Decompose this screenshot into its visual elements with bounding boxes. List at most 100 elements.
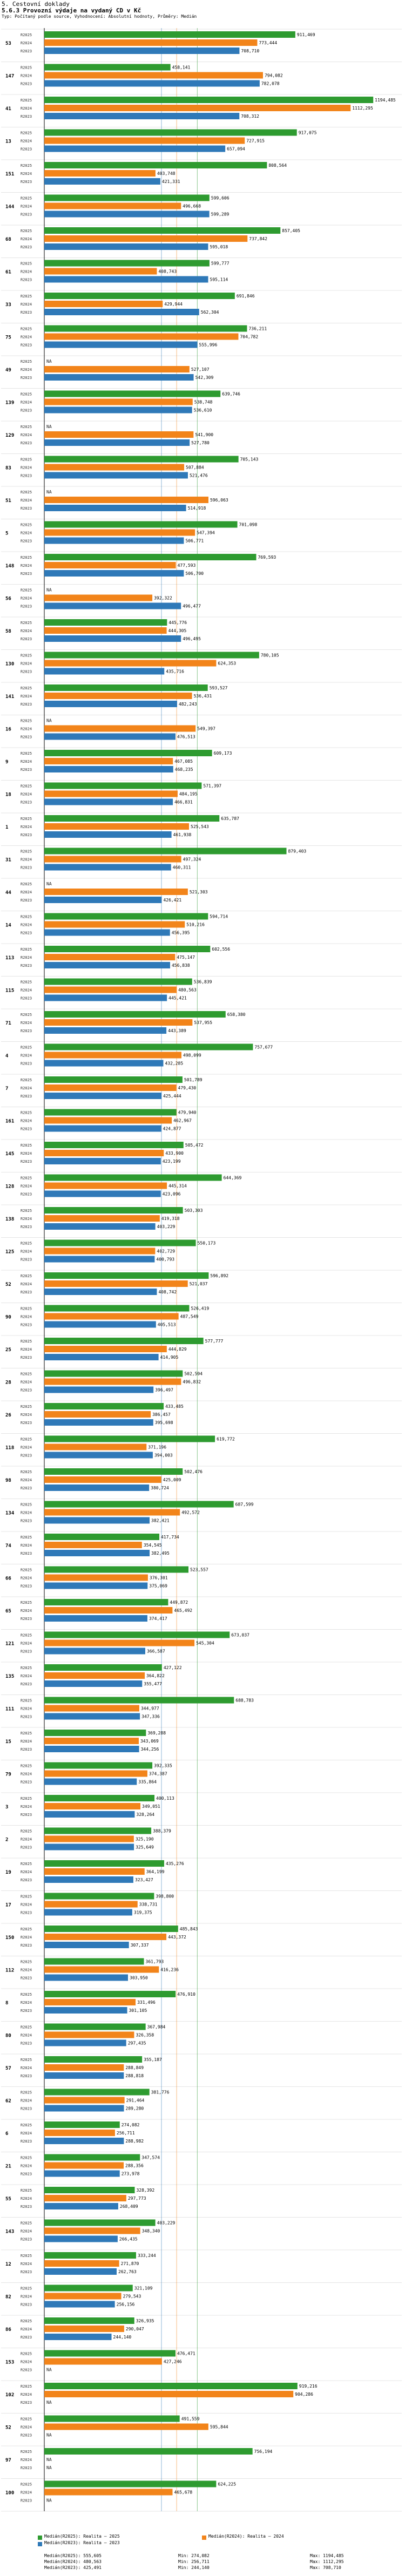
series-label: R2024 — [21, 596, 32, 601]
bar-r2025 — [44, 1664, 162, 1671]
bar-r2023 — [44, 178, 160, 185]
series-label: R2025 — [21, 1797, 32, 1801]
group-label: 2 — [5, 1838, 8, 1843]
bar-r2024 — [44, 2293, 122, 2300]
series-label: R2024 — [21, 106, 32, 111]
value-label: 408,742 — [158, 1290, 177, 1294]
value-label: 445,314 — [168, 1184, 187, 1189]
series-label: R2023 — [21, 376, 32, 380]
value-label: 433,485 — [165, 1404, 184, 1409]
bar-r2023 — [44, 602, 181, 609]
bar-r2025 — [44, 652, 259, 659]
bar-r2025 — [44, 1501, 234, 1508]
group-label: 143 — [5, 2229, 14, 2235]
group-label: 14 — [5, 923, 11, 928]
series-label: R2024 — [21, 237, 32, 241]
series-label: R2024 — [21, 2131, 32, 2136]
series-label: R2024 — [21, 1674, 32, 1678]
bar-r2023 — [44, 505, 186, 511]
group-label: 80 — [5, 2033, 11, 2039]
series-label: R2025 — [21, 1731, 32, 1736]
group-label: 65 — [5, 1609, 11, 1614]
series-label: R2024 — [21, 2458, 32, 2462]
series-label: R2023 — [21, 2139, 32, 2144]
series-label: R2025 — [21, 1535, 32, 1540]
bar-r2023 — [44, 733, 176, 740]
legend-swatch-r2023 — [38, 2542, 42, 2546]
series-label: R2023 — [21, 245, 32, 249]
value-label: 465,678 — [174, 2490, 192, 2495]
series-label: R2023 — [21, 1094, 32, 1099]
series-label: R2025 — [21, 1209, 32, 1213]
value-label: 288,849 — [125, 2065, 144, 2070]
bar-r2023 — [44, 1386, 154, 1393]
value-label: 550,173 — [198, 1241, 216, 1246]
bar-r2023 — [44, 1289, 157, 1295]
group-label: 134 — [5, 1511, 15, 1516]
series-label: R2023 — [21, 605, 32, 609]
group-label: 5 — [5, 531, 8, 537]
bar-r2023 — [44, 766, 173, 772]
bar-r2023 — [44, 1550, 150, 1556]
na-label: NA — [46, 2457, 52, 2462]
bar-r2023 — [44, 962, 170, 968]
series-label: R2024 — [21, 1805, 32, 1809]
value-label: 297,773 — [128, 2196, 146, 2201]
series-label: R2024 — [21, 205, 32, 209]
value-label: 382,421 — [151, 1519, 170, 1523]
bar-r2024 — [44, 105, 351, 111]
value-label: 624,353 — [218, 661, 236, 666]
value-label: 433,900 — [165, 1151, 184, 1156]
bar-r2025 — [44, 2056, 143, 2063]
series-label: R2023 — [21, 1878, 32, 1882]
series-label: R2024 — [21, 825, 32, 829]
series-label: R2023 — [21, 931, 32, 936]
value-label: 503,303 — [185, 1208, 203, 1213]
series-label: R2024 — [21, 2164, 32, 2168]
value-label: 435,716 — [166, 669, 184, 674]
value-label: 644,369 — [224, 1176, 242, 1181]
series-label: R2024 — [21, 1838, 32, 1842]
value-label: 256,156 — [117, 2302, 135, 2307]
na-label: NA — [46, 424, 52, 429]
bar-r2024 — [44, 1574, 148, 1581]
bar-r2023 — [44, 1321, 156, 1328]
value-label: 461,938 — [173, 832, 192, 837]
value-label: 547,394 — [197, 531, 215, 535]
bar-r2025 — [44, 194, 210, 201]
group-label: 111 — [5, 1707, 14, 1712]
value-label: 445,421 — [168, 996, 187, 1001]
value-label: 375,069 — [149, 1584, 167, 1589]
bar-r2025 — [44, 260, 210, 267]
value-label: 398,800 — [156, 1894, 174, 1899]
group-label: 26 — [5, 1413, 11, 1418]
series-label: R2025 — [21, 1242, 32, 1246]
series-label: R2023 — [21, 1192, 32, 1197]
page-title: 5.6.3 Provozní výdaje na vydaný CD v Kč — [2, 7, 141, 14]
bar-r2025 — [44, 97, 374, 103]
value-label: 303,950 — [130, 1976, 148, 1981]
series-label: R2024 — [21, 1250, 32, 1254]
value-label: 392,322 — [154, 596, 172, 601]
series-label: R2025 — [21, 229, 32, 233]
bar-r2024 — [44, 1443, 147, 1450]
bar-r2023 — [44, 831, 172, 838]
bar-r2025 — [44, 521, 238, 528]
series-label: R2024 — [21, 2229, 32, 2234]
series-label: R2023 — [21, 1355, 32, 1360]
group-label: 151 — [5, 172, 14, 177]
value-label: 419,318 — [161, 1216, 180, 1221]
bar-r2025 — [44, 1860, 164, 1867]
value-label: 736,211 — [248, 327, 267, 331]
series-label: R2025 — [21, 686, 32, 690]
series-label: R2023 — [21, 964, 32, 968]
value-label: 496,668 — [183, 204, 201, 209]
bar-r2025 — [44, 2154, 140, 2161]
value-label: 911,469 — [297, 32, 315, 37]
value-label: 498,099 — [183, 1053, 201, 1058]
bar-r2024 — [44, 1280, 188, 1287]
group-label: 153 — [5, 2360, 14, 2365]
series-label: R2025 — [21, 196, 32, 201]
series-label: R2024 — [21, 335, 32, 340]
series-label: R2025 — [21, 360, 32, 364]
